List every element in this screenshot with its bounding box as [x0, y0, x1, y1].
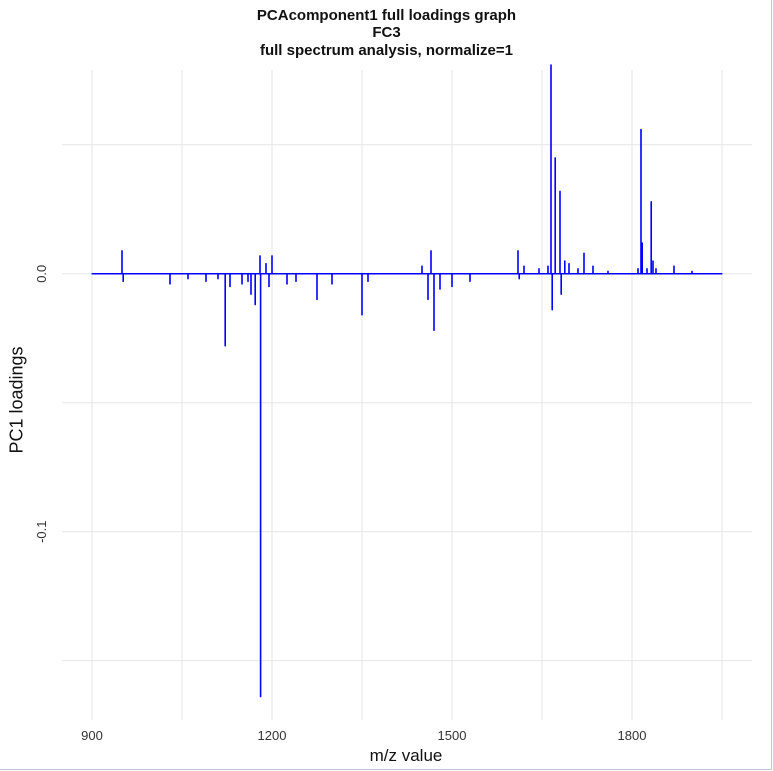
data-point: [607, 270, 609, 272]
data-point: [241, 283, 243, 285]
y-tick-label: -0.1: [34, 521, 49, 543]
data-point: [361, 314, 363, 316]
data-point: [564, 260, 566, 262]
data-point: [91, 273, 93, 275]
data-point: [592, 265, 594, 267]
x-tick-label: 900: [81, 728, 103, 743]
data-point: [229, 286, 231, 288]
data-point: [295, 280, 297, 283]
chart-title: PCAcomponent1 full loadings graph: [256, 7, 517, 24]
data-point: [427, 298, 429, 301]
data-point: [187, 278, 189, 280]
x-tick-label: 1200: [258, 728, 287, 743]
data-point: [217, 278, 219, 280]
data-point: [367, 280, 369, 283]
data-point: [224, 345, 226, 347]
data-point: [254, 304, 256, 306]
data-point: [122, 280, 124, 283]
data-point: [583, 252, 585, 254]
data-point: [640, 128, 642, 130]
x-tick-label: 1500: [438, 728, 467, 743]
data-point: [268, 286, 270, 288]
grid: [62, 70, 752, 720]
data-point: [551, 309, 553, 311]
data-point: [265, 262, 267, 265]
data-point: [433, 329, 435, 332]
data-point: [517, 249, 519, 252]
data-point: [247, 280, 249, 283]
data-point: [331, 283, 333, 285]
data-point: [547, 265, 549, 267]
data-point: [673, 265, 675, 267]
data-point: [560, 293, 562, 296]
data-point: [721, 273, 723, 275]
x-tick-label: 1800: [618, 728, 647, 743]
data-point: [421, 265, 423, 267]
x-axis-label: m/z value: [369, 746, 443, 765]
data-point: [469, 280, 471, 283]
data-point: [655, 268, 657, 270]
data-point: [691, 270, 693, 272]
data-point: [286, 283, 288, 285]
data-point: [439, 288, 441, 290]
data-point: [260, 696, 262, 698]
data-point: [169, 283, 171, 285]
chart-subtitle-1: FC3: [372, 24, 401, 41]
data-point: [652, 260, 654, 262]
series-layer: [91, 64, 723, 698]
data-point: [271, 255, 273, 257]
y-tick-label: 0.0: [34, 265, 49, 283]
data-point: [205, 280, 207, 283]
data-point: [225, 273, 227, 275]
data-point: [538, 268, 540, 270]
data-point: [559, 190, 561, 192]
data-point: [250, 293, 252, 296]
data-point: [577, 268, 579, 270]
data-point: [451, 286, 453, 288]
data-point: [523, 265, 525, 267]
data-point: [568, 262, 570, 265]
chart-subtitle-2: full spectrum analysis, normalize=1: [259, 42, 513, 59]
data-point: [641, 242, 643, 244]
series-line: [121, 64, 693, 697]
data-point: [637, 268, 639, 270]
data-point: [554, 157, 556, 159]
data-point: [121, 249, 123, 252]
data-point: [518, 278, 520, 280]
data-point: [259, 255, 261, 257]
data-point: [550, 64, 552, 66]
data-point: [650, 200, 652, 203]
data-point: [316, 298, 318, 301]
axis-ticks: 900 1200 1500 1800 0.0 -0.1: [34, 265, 646, 743]
data-point: [430, 249, 432, 252]
data-point: [646, 268, 648, 270]
